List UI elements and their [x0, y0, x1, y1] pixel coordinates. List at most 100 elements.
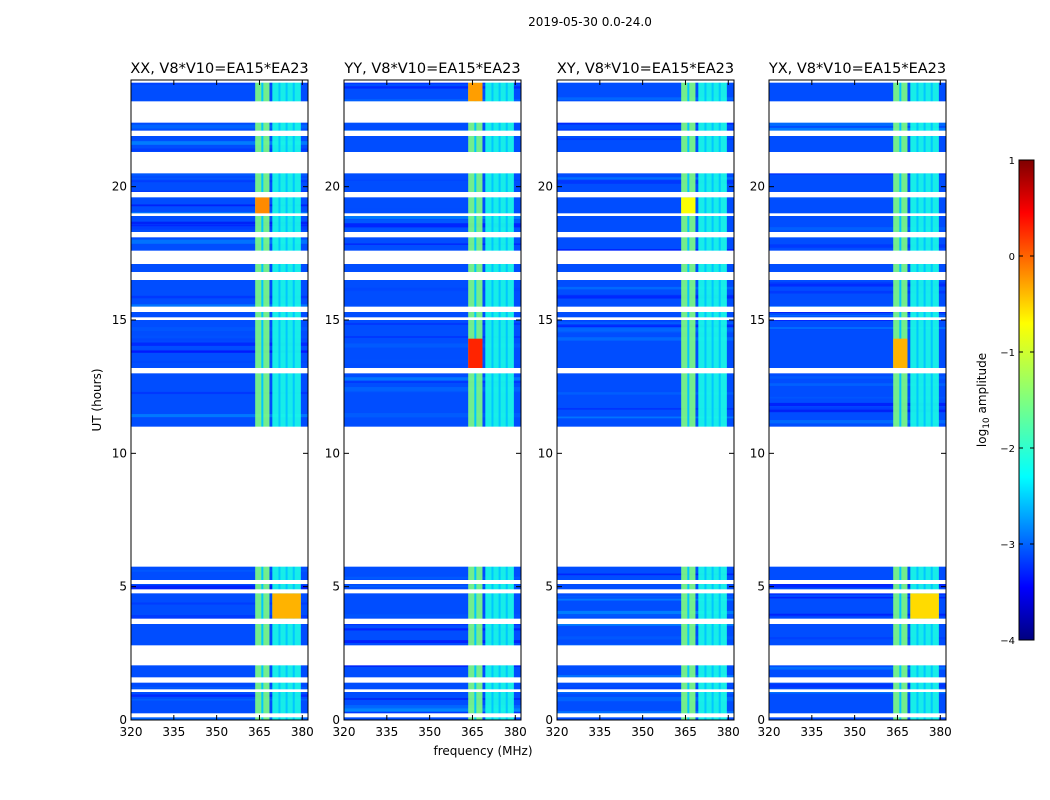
noise-row	[769, 127, 946, 132]
data-gap	[769, 645, 946, 666]
data-gap	[769, 192, 946, 198]
data-gap	[131, 101, 308, 123]
y-tick-label: 5	[757, 580, 765, 594]
noise-row	[131, 190, 308, 194]
panels-group: XX, V8*V10=EA15*EA23 320 335 350 365 380 0 5 10 1…	[112, 61, 952, 739]
y-tick-label: 0	[332, 713, 340, 727]
noise-row	[344, 228, 521, 232]
data-gap	[557, 677, 734, 683]
noise-row	[344, 387, 521, 392]
noise-row	[131, 335, 308, 338]
noise-row	[344, 243, 521, 245]
channel-edge	[704, 80, 707, 720]
data-gap	[769, 152, 946, 174]
data-gap	[769, 689, 946, 692]
data-gap	[769, 80, 946, 83]
noise-row	[344, 179, 521, 181]
noise-row	[557, 615, 734, 617]
data-gap	[769, 130, 946, 136]
noise-row	[131, 350, 308, 353]
data-gap	[131, 272, 308, 280]
axes-frame	[556, 79, 735, 721]
colorbar-tick-label: −3	[1000, 540, 1015, 551]
y-tick-label: 15	[538, 313, 553, 327]
noise-row	[769, 615, 946, 618]
data-gap	[769, 317, 946, 320]
data-gap	[557, 192, 734, 198]
data-gap	[769, 368, 946, 374]
noise-row	[769, 290, 946, 294]
panel-3: YX, V8*V10=EA15*EA23 320 335 350 365 380 0 5 10 1…	[750, 61, 952, 739]
data-gap	[557, 426, 734, 567]
y-tick-label: 15	[112, 313, 127, 327]
noise-row	[344, 359, 521, 364]
x-tick-label: 350	[205, 725, 228, 739]
noise-row	[131, 172, 308, 176]
data-gap	[557, 130, 734, 136]
noise-row	[769, 227, 946, 231]
noise-row	[344, 628, 521, 631]
y-tick-label: 10	[750, 446, 765, 460]
y-tick-label: 15	[325, 313, 340, 327]
data-gap	[131, 213, 308, 216]
colorbar: 1 0 −1 −2 −3 −4 log10 amplitude	[975, 156, 1035, 647]
noise-row	[131, 177, 308, 181]
hot-spot	[468, 82, 483, 102]
y-tick-label: 20	[538, 180, 553, 194]
noise-row	[131, 602, 308, 605]
noise-row	[131, 211, 308, 215]
noise-row	[131, 83, 308, 85]
noise-row	[769, 329, 946, 332]
noise-row	[131, 569, 308, 572]
noise-row	[131, 585, 308, 590]
colorbar-gradient	[1018, 159, 1035, 641]
channel-edge	[930, 80, 933, 720]
channel-edge	[718, 80, 721, 720]
noise-row	[557, 138, 734, 141]
noise-row	[131, 717, 308, 720]
noise-row	[344, 208, 521, 213]
y-tick-label: 0	[545, 713, 553, 727]
axes-frame	[130, 79, 309, 721]
y-tick-label: 5	[332, 580, 340, 594]
noise-row	[557, 711, 734, 714]
data-gap	[131, 689, 308, 692]
channel-edge	[261, 80, 264, 720]
data-gap	[557, 232, 734, 238]
noise-row	[131, 239, 308, 244]
noise-row	[557, 675, 734, 679]
x-tick-label: 335	[162, 725, 185, 739]
noise-row	[557, 598, 734, 601]
y-axis-label: UT (hours)	[90, 368, 104, 431]
noise-row	[769, 195, 946, 200]
x-tick-label: 320	[120, 725, 143, 739]
noise-row	[344, 287, 521, 292]
data-gap	[344, 589, 521, 594]
noise-row	[769, 198, 946, 202]
noise-row	[131, 686, 308, 689]
noise-row	[769, 407, 946, 411]
panel-title: YY, V8*V10=EA15*EA23	[343, 61, 520, 77]
data-gap	[557, 589, 734, 594]
data-gap	[557, 689, 734, 692]
noise-row	[131, 694, 308, 697]
noise-row	[557, 249, 734, 252]
noise-row	[557, 97, 734, 101]
channel-edge	[711, 80, 714, 720]
noise-row	[344, 614, 521, 618]
panel-2: XY, V8*V10=EA15*EA23 320 335 350 365 380 0 5 10 1…	[538, 61, 740, 739]
noise-row	[557, 416, 734, 419]
x-tick-label: 335	[588, 725, 611, 739]
hot-spot	[255, 197, 270, 216]
data-gap	[131, 232, 308, 238]
data-gap	[557, 152, 734, 174]
data-gap	[131, 677, 308, 683]
x-tick-label: 350	[418, 725, 441, 739]
data-gap	[344, 645, 521, 666]
data-gap	[131, 589, 308, 594]
noise-row	[344, 336, 521, 338]
noise-row	[344, 381, 521, 383]
colorbar-tick-label: 1	[1009, 156, 1015, 167]
data-gap	[769, 250, 946, 264]
channel-edge	[916, 80, 919, 720]
